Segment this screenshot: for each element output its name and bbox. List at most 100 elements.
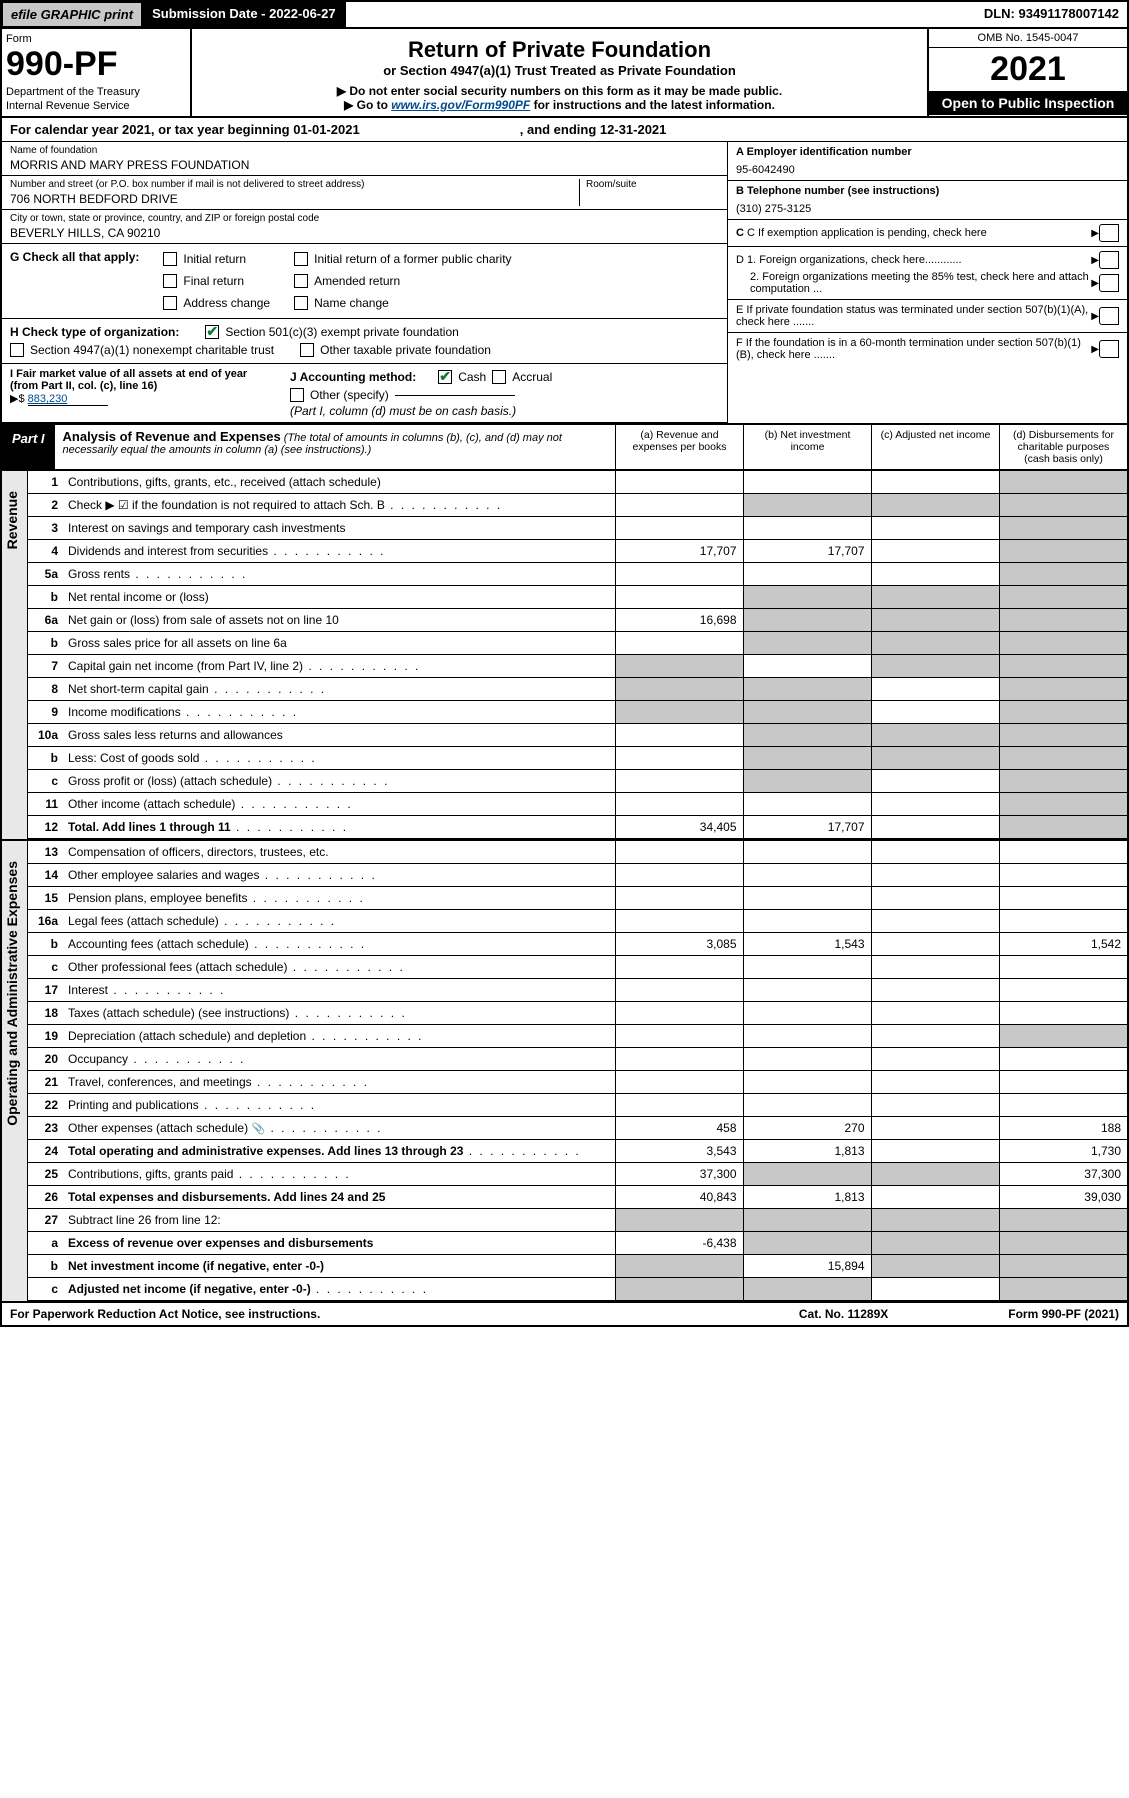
amount-cell — [871, 655, 999, 678]
form-title: Return of Private Foundation — [202, 37, 917, 63]
line-description: Accounting fees (attach schedule) — [62, 933, 615, 956]
501c3-checkbox[interactable] — [205, 325, 219, 339]
i-arrow: ▶$ — [10, 393, 25, 405]
amount-cell — [871, 609, 999, 632]
cash-label: Cash — [458, 370, 486, 384]
line-description: Net investment income (if negative, ente… — [62, 1255, 615, 1278]
name-change-checkbox[interactable] — [294, 296, 308, 310]
table-row: 23 Other expenses (attach schedule) 4582… — [28, 1117, 1127, 1140]
amount-cell — [999, 864, 1127, 887]
amount-cell — [871, 678, 999, 701]
amount-cell — [871, 864, 999, 887]
d1-checkbox[interactable] — [1099, 251, 1119, 269]
address-change-checkbox[interactable] — [163, 296, 177, 310]
line-number: 12 — [28, 816, 62, 839]
foundation-name: MORRIS AND MARY PRESS FOUNDATION — [10, 158, 719, 172]
form-subtitle-1: or Section 4947(a)(1) Trust Treated as P… — [202, 63, 917, 78]
city-cell: City or town, state or province, country… — [2, 210, 727, 244]
final-return-checkbox[interactable] — [163, 274, 177, 288]
line-description: Occupancy — [62, 1048, 615, 1071]
amount-cell — [999, 1002, 1127, 1025]
amount-cell — [999, 793, 1127, 816]
line-number: 17 — [28, 979, 62, 1002]
table-row: 21 Travel, conferences, and meetings — [28, 1071, 1127, 1094]
table-row: 18 Taxes (attach schedule) (see instruct… — [28, 1002, 1127, 1025]
table-row: 22 Printing and publications — [28, 1094, 1127, 1117]
table-row: c Gross profit or (loss) (attach schedul… — [28, 770, 1127, 793]
amount-cell — [871, 841, 999, 864]
amount-cell — [999, 1025, 1127, 1048]
other-method-checkbox[interactable] — [290, 388, 304, 402]
initial-return-checkbox[interactable] — [163, 252, 177, 266]
amount-cell — [615, 563, 743, 586]
efile-print-button[interactable]: efile GRAPHIC print — [2, 2, 142, 27]
line-description: Contributions, gifts, grants, etc., rece… — [62, 471, 615, 494]
amount-cell — [743, 910, 871, 933]
amount-cell — [615, 1002, 743, 1025]
c-label: C If exemption application is pending, c… — [747, 227, 987, 239]
accrual-checkbox[interactable] — [492, 370, 506, 384]
line-number: 20 — [28, 1048, 62, 1071]
amount-cell — [743, 563, 871, 586]
line-description: Pension plans, employee benefits — [62, 887, 615, 910]
e-checkbox[interactable] — [1099, 307, 1119, 325]
amount-cell — [743, 632, 871, 655]
address-cell: Number and street (or P.O. box number if… — [2, 176, 727, 210]
501c3-label: Section 501(c)(3) exempt private foundat… — [225, 325, 458, 339]
amount-cell — [743, 494, 871, 517]
table-row: 2 Check ▶ ☑ if the foundation is not req… — [28, 494, 1127, 517]
addr-label: Number and street (or P.O. box number if… — [10, 179, 579, 190]
amount-cell — [999, 1232, 1127, 1255]
amount-cell — [871, 701, 999, 724]
amount-cell — [999, 1071, 1127, 1094]
line-description: Excess of revenue over expenses and disb… — [62, 1232, 615, 1255]
table-row: 17 Interest — [28, 979, 1127, 1002]
amount-cell — [999, 517, 1127, 540]
amount-cell — [743, 678, 871, 701]
cash-checkbox[interactable] — [438, 370, 452, 384]
line-description: Total expenses and disbursements. Add li… — [62, 1186, 615, 1209]
line-description: Legal fees (attach schedule) — [62, 910, 615, 933]
4947-checkbox[interactable] — [10, 343, 24, 357]
amount-cell — [999, 1278, 1127, 1301]
line-number: b — [28, 632, 62, 655]
c-checkbox[interactable] — [1099, 224, 1119, 242]
amount-cell — [871, 517, 999, 540]
amount-cell — [743, 1071, 871, 1094]
table-row: 19 Depreciation (attach schedule) and de… — [28, 1025, 1127, 1048]
amount-cell — [615, 655, 743, 678]
amount-cell: 17,707 — [743, 540, 871, 563]
line-number: 3 — [28, 517, 62, 540]
table-row: b Net investment income (if negative, en… — [28, 1255, 1127, 1278]
amount-cell — [871, 747, 999, 770]
part1-header: Part I Analysis of Revenue and Expenses … — [2, 423, 1127, 471]
name-label: Name of foundation — [10, 145, 719, 156]
other-taxable-checkbox[interactable] — [300, 343, 314, 357]
amount-cell — [999, 887, 1127, 910]
amount-cell — [743, 1002, 871, 1025]
foundation-name-cell: Name of foundation MORRIS AND MARY PRESS… — [2, 142, 727, 176]
line-number: 16a — [28, 910, 62, 933]
table-row: 11 Other income (attach schedule) — [28, 793, 1127, 816]
initial-former-checkbox[interactable] — [294, 252, 308, 266]
form-id-footer: Form 990-PF (2021) — [1008, 1307, 1119, 1321]
amended-return-checkbox[interactable] — [294, 274, 308, 288]
amount-cell: 39,030 — [999, 1186, 1127, 1209]
line-number: 1 — [28, 471, 62, 494]
table-row: 10a Gross sales less returns and allowan… — [28, 724, 1127, 747]
amount-cell — [999, 563, 1127, 586]
table-row: 9 Income modifications — [28, 701, 1127, 724]
amount-cell — [871, 471, 999, 494]
col-d-header: (d) Disbursements for charitable purpose… — [999, 425, 1127, 469]
line-number: c — [28, 956, 62, 979]
part1-tab: Part I — [2, 425, 55, 469]
fair-market-value[interactable]: 883,230 — [28, 393, 108, 406]
f-checkbox[interactable] — [1099, 340, 1119, 358]
initial-return-label: Initial return — [183, 252, 246, 266]
section-d: D 1. Foreign organizations, check here..… — [728, 247, 1127, 300]
d2-checkbox[interactable] — [1099, 274, 1119, 292]
irs-link[interactable]: www.irs.gov/Form990PF — [391, 98, 530, 112]
amount-cell — [871, 816, 999, 839]
amount-cell — [871, 793, 999, 816]
line-number: b — [28, 933, 62, 956]
